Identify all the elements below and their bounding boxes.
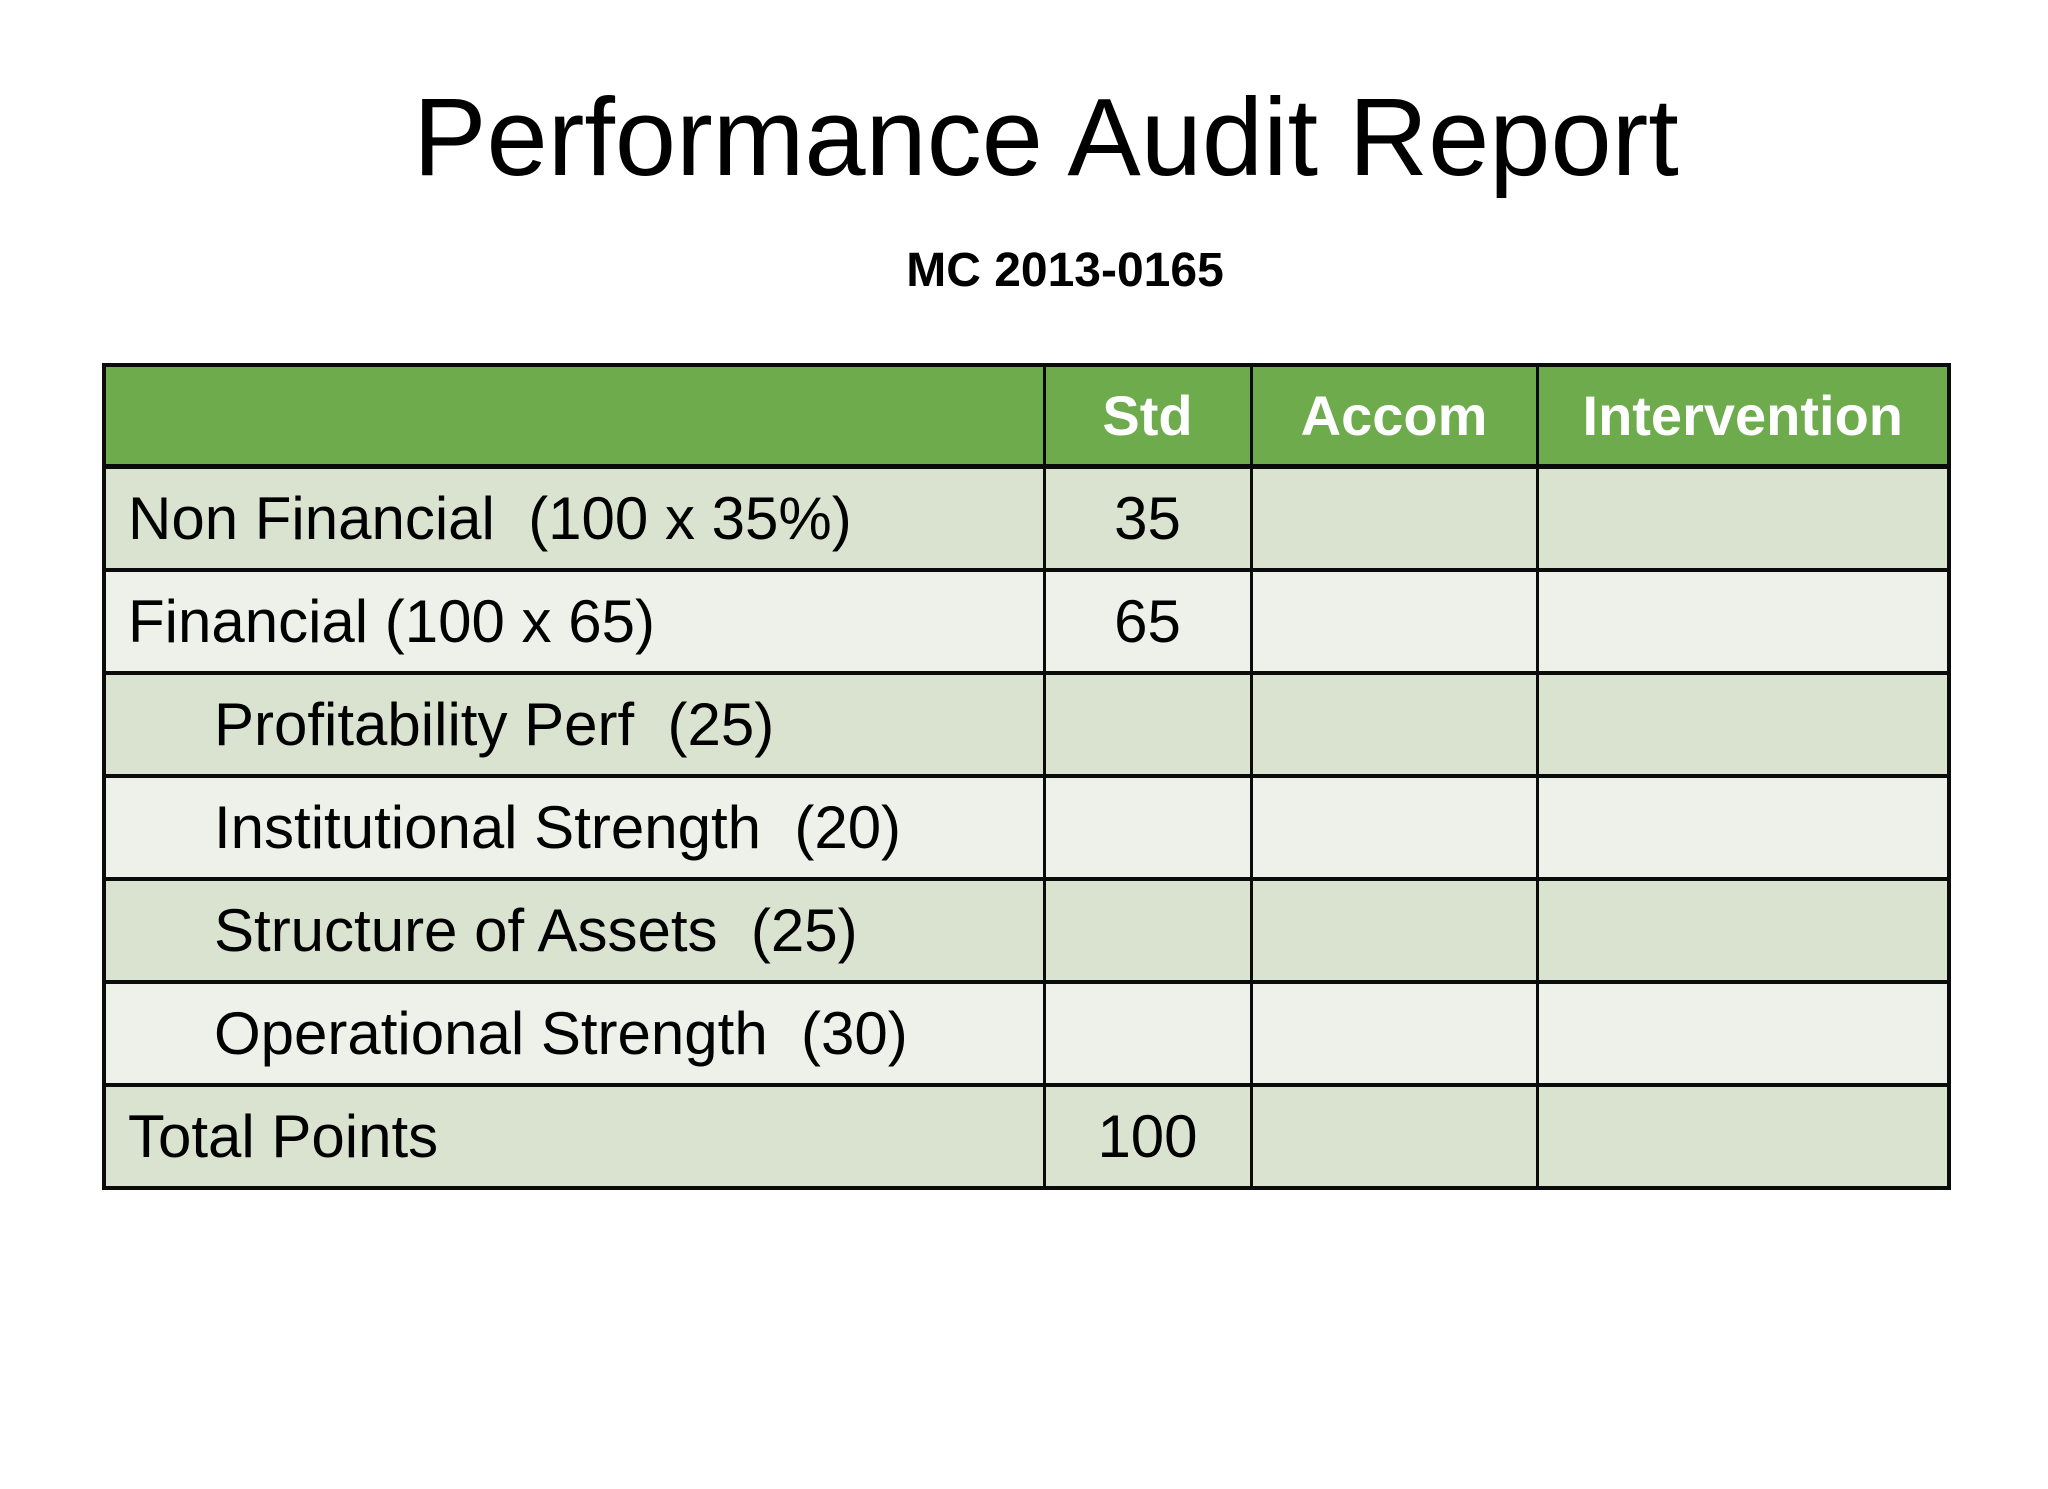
accom-value	[1249, 877, 1539, 984]
row-label: Non Financial (100 x 35%)	[102, 464, 1046, 572]
table-header-row: Std Accom Intervention	[102, 363, 1951, 469]
column-header-std: Std	[1042, 363, 1253, 469]
intervention-value	[1535, 1083, 1951, 1190]
std-value: 65	[1042, 568, 1253, 675]
table-row: Profitability Perf (25)	[102, 671, 1951, 778]
row-label: Institutional Strength (20)	[102, 774, 1046, 881]
intervention-value	[1535, 671, 1951, 778]
accom-value	[1249, 464, 1539, 572]
column-header-intervention: Intervention	[1535, 363, 1951, 469]
page-title: Performance Audit Report	[413, 76, 1679, 199]
table-row: Financial (100 x 65) 65	[102, 568, 1951, 675]
table-row: Structure of Assets (25)	[102, 877, 1951, 984]
row-label: Profitability Perf (25)	[102, 671, 1046, 778]
intervention-value	[1535, 568, 1951, 675]
intervention-value	[1535, 464, 1951, 572]
column-header-accom: Accom	[1249, 363, 1539, 469]
table-row: Total Points 100	[102, 1083, 1951, 1190]
table-row: Operational Strength (30)	[102, 980, 1951, 1087]
table-row: Institutional Strength (20)	[102, 774, 1951, 881]
table-row: Non Financial (100 x 35%) 35	[102, 464, 1951, 572]
std-value	[1042, 671, 1253, 778]
row-label: Financial (100 x 65)	[102, 568, 1046, 675]
audit-score-table: Std Accom Intervention Non Financial (10…	[102, 363, 1951, 1190]
accom-value	[1249, 980, 1539, 1087]
table-body: Non Financial (100 x 35%) 35 Financial (10…	[102, 464, 1951, 1190]
row-label: Total Points	[102, 1083, 1046, 1190]
corner-header-cell	[102, 363, 1046, 469]
accom-value	[1249, 568, 1539, 675]
std-value: 100	[1042, 1083, 1253, 1190]
intervention-value	[1535, 980, 1951, 1087]
std-value	[1042, 877, 1253, 984]
intervention-value	[1535, 774, 1951, 881]
std-value	[1042, 980, 1253, 1087]
accom-value	[1249, 1083, 1539, 1190]
page-subtitle: MC 2013-0165	[906, 244, 1224, 297]
row-label: Operational Strength (30)	[102, 980, 1046, 1087]
accom-value	[1249, 774, 1539, 881]
std-value	[1042, 774, 1253, 881]
accom-value	[1249, 671, 1539, 778]
std-value: 35	[1042, 464, 1253, 572]
row-label: Structure of Assets (25)	[102, 877, 1046, 984]
intervention-value	[1535, 877, 1951, 984]
